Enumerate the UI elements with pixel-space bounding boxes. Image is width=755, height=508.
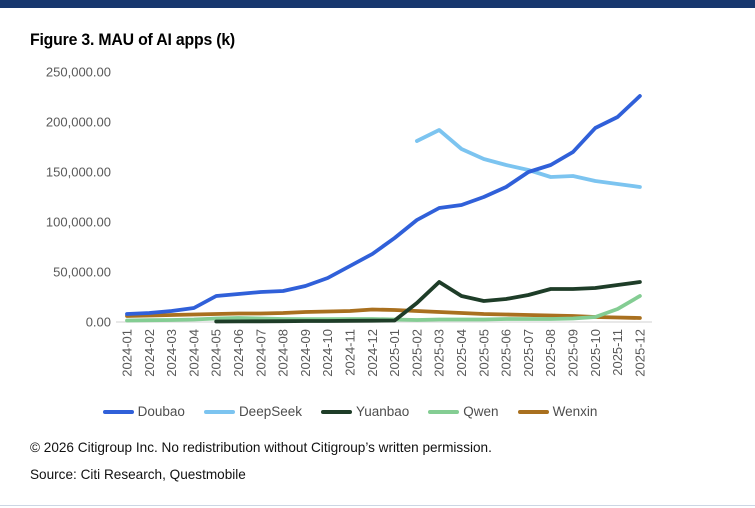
legend-item-doubao: Doubao	[102, 404, 185, 419]
legend-item-wenxin: Wenxin	[517, 404, 598, 419]
legend-item-deepseek: DeepSeek	[203, 404, 302, 419]
x-tick-label: 2025-12	[632, 329, 647, 377]
x-tick-label: 2025-04	[454, 329, 469, 377]
legend-label: Wenxin	[552, 404, 598, 419]
legend-label: Doubao	[137, 404, 185, 419]
footer: © 2026 Citigroup Inc. No redistribution …	[30, 439, 755, 482]
x-tick-label: 2024-11	[343, 329, 358, 376]
x-tick-label: 2025-05	[476, 329, 491, 377]
x-tick-label: 2025-10	[588, 329, 603, 377]
y-tick-label: 200,000.00	[46, 115, 111, 130]
x-tick-label: 2025-01	[387, 329, 402, 377]
series-line-doubao	[125, 94, 642, 316]
legend-item-qwen: Qwen	[428, 404, 499, 419]
x-tick-label: 2024-06	[231, 329, 246, 377]
x-tick-label: 2025-03	[432, 329, 447, 377]
legend-swatch	[428, 409, 460, 414]
y-tick-label: 100,000.00	[46, 215, 111, 230]
y-tick-label: 250,000.00	[46, 65, 111, 80]
source-text: Source: Citi Research, Questmobile	[30, 466, 246, 482]
legend-label: DeepSeek	[238, 404, 302, 419]
y-tick-label: 0.00	[86, 315, 111, 330]
x-tick-label: 2025-02	[409, 329, 424, 377]
series-line-wenxin	[125, 307, 642, 320]
top-bar	[0, 0, 755, 8]
copyright-text: © 2026 Citigroup Inc. No redistribution …	[30, 439, 492, 455]
x-tick-label: 2025-09	[566, 329, 581, 377]
x-tick-label: 2024-03	[164, 329, 179, 377]
mau-chart: 0.00 50,000.00 100,000.00 150,000.00 200,000…	[46, 65, 652, 377]
page-title: Figure 3. MAU of AI apps (k)	[30, 30, 236, 49]
x-tick-label: 2024-08	[276, 329, 291, 377]
x-tick-label: 2024-04	[186, 329, 201, 377]
chart-figure: 0.00 50,000.00 100,000.00 150,000.00 200,000…	[0, 52, 755, 404]
legend-swatch	[102, 409, 134, 414]
chart-legend: Doubao DeepSeek Yuanbao Qwen Wenxin	[0, 404, 700, 419]
legend-label: Yuanbao	[355, 404, 410, 419]
y-tick-label: 150,000.00	[46, 165, 111, 180]
bottom-rule	[0, 505, 755, 506]
x-tick-label: 2025-06	[499, 329, 514, 377]
x-tick-label: 2024-09	[298, 329, 313, 377]
x-tick-label: 2024-07	[253, 329, 268, 377]
x-tick-label: 2024-02	[142, 329, 157, 377]
legend-swatch	[320, 409, 352, 414]
legend-label: Qwen	[463, 404, 499, 419]
legend-swatch	[203, 409, 235, 414]
x-tick-label: 2025-08	[543, 329, 558, 377]
x-tick-label: 2024-05	[209, 329, 224, 377]
x-tick-label: 2025-07	[521, 329, 536, 377]
x-tick-label: 2024-12	[365, 329, 380, 377]
x-tick-label: 2024-01	[120, 329, 135, 377]
series-line-deepseek	[415, 128, 642, 189]
x-tick-label: 2024-10	[320, 329, 335, 377]
series-line-yuanbao	[214, 280, 642, 324]
legend-swatch	[517, 409, 549, 414]
legend-item-yuanbao: Yuanbao	[320, 404, 410, 419]
x-tick-label: 2025-11	[610, 329, 625, 376]
y-tick-label: 50,000.00	[53, 265, 111, 280]
